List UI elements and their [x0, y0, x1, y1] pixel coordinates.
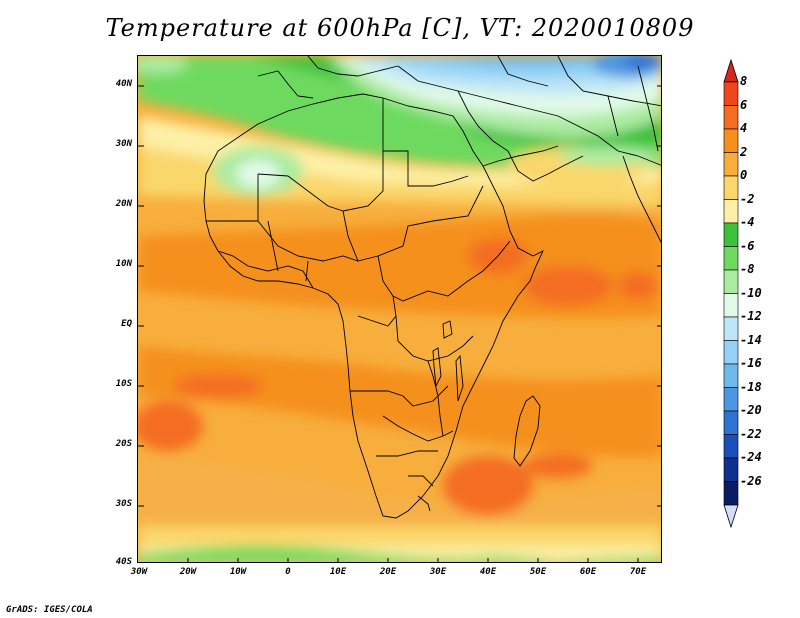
- colorbar-segment: [723, 293, 739, 318]
- temperature-contours: [138, 56, 661, 562]
- lon-label-50e: 50E: [529, 567, 547, 577]
- credit-text: GrADS: IGES/COLA: [6, 605, 93, 615]
- lon-label-30e: 30E: [429, 567, 447, 577]
- lon-label-60e: 60E: [579, 567, 597, 577]
- lon-label-0: 0: [285, 567, 291, 577]
- colorbar-top-arrow: [723, 58, 739, 83]
- colorbar-label: -18: [740, 379, 762, 394]
- coastlines-and-borders: [203, 56, 661, 519]
- colorbar-segment: [723, 410, 739, 435]
- lon-label-20w: 20W: [179, 567, 197, 577]
- lon-label-40e: 40E: [479, 567, 497, 577]
- colorbar-segment: [723, 222, 739, 247]
- colorbar-segment: [723, 457, 739, 482]
- colorbar-label: 6: [740, 97, 748, 112]
- colorbar-label: 4: [740, 121, 748, 135]
- colorbar-segment: [723, 128, 739, 153]
- lon-label-70e: 70E: [629, 567, 647, 577]
- colorbar-label: -20: [740, 403, 762, 417]
- colorbar-label: 8: [740, 74, 748, 88]
- lon-label-10e: 10E: [329, 567, 347, 577]
- lat-label-20n: 20N: [115, 199, 132, 209]
- lat-label-40s: 40S: [115, 557, 132, 567]
- frame-ticks: [138, 85, 661, 562]
- lat-label-10s: 10S: [115, 379, 132, 389]
- colorbar-label: 2: [740, 144, 748, 159]
- chart-title: Temperature at 600hPa [C], VT: 202001080…: [105, 14, 695, 42]
- colorbar-label: -26: [740, 473, 762, 488]
- colorbar-label: -8: [740, 262, 755, 276]
- lat-label-40n: 40N: [115, 79, 132, 89]
- colorbar-segment: [723, 246, 739, 271]
- colorbar-segment: [723, 481, 739, 506]
- colorbar-segment: [723, 175, 739, 200]
- colorbar-segment: [723, 105, 739, 130]
- lat-label-30s: 30S: [115, 499, 132, 509]
- colorbar-label: -2: [740, 191, 755, 206]
- colorbar-segment: [723, 316, 739, 341]
- colorbar-segment: [723, 387, 739, 412]
- colorbar-segment: [723, 340, 739, 365]
- colorbar-segment: [723, 199, 739, 224]
- colorbar-label: -12: [740, 309, 762, 323]
- colorbar-label: -22: [740, 426, 762, 441]
- colorbar-label: -6: [740, 238, 755, 253]
- colorbar-segment: [723, 152, 739, 177]
- colorbar-label: 0: [740, 168, 748, 182]
- colorbar-label: -14: [740, 332, 762, 347]
- colorbar-bottom-arrow: [723, 504, 739, 529]
- colorbar-label: -10: [740, 285, 762, 300]
- lat-label-20s: 20S: [115, 439, 132, 449]
- lat-label-eq: EQ: [121, 319, 132, 329]
- lon-label-20e: 20E: [379, 567, 397, 577]
- map-panel: [137, 55, 662, 563]
- lat-label-10n: 10N: [115, 259, 132, 269]
- colorbar-segment: [723, 269, 739, 294]
- colorbar-label: -4: [740, 215, 755, 229]
- colorbar-label: -24: [740, 450, 762, 464]
- colorbar-segment: [723, 81, 739, 106]
- lat-label-30n: 30N: [115, 139, 132, 149]
- lon-label-10w: 10W: [229, 567, 247, 577]
- colorbar: [723, 58, 739, 529]
- temperature-field-map: [138, 56, 661, 562]
- colorbar-segment: [723, 363, 739, 388]
- colorbar-label: -16: [740, 356, 762, 370]
- colorbar-segment: [723, 434, 739, 459]
- lon-label-30w: 30W: [130, 567, 148, 577]
